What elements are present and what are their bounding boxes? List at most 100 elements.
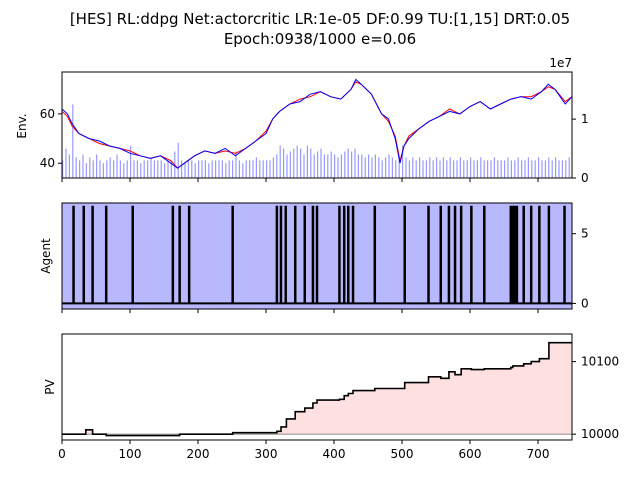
volume-bar [368,154,370,178]
x-tick-label: 600 [459,447,482,461]
volume-bar [497,160,499,178]
volume-bar [68,154,70,178]
pv-line [62,341,572,437]
volume-bar [150,157,152,178]
volume-bar [538,157,540,178]
volume-bar [306,145,308,178]
agent-x-ticks [61,309,539,313]
volume-bar [470,157,472,178]
volume-bar [286,154,288,178]
volume-bar [245,160,247,178]
volume-bar [548,157,550,178]
volume-bar [102,163,104,178]
volume-bar [255,157,257,178]
x-tick-label: 0 [58,447,66,461]
volume-bar [99,160,101,178]
volume-bar [405,157,407,178]
volume-bar [371,157,373,178]
volume-bar [432,160,434,178]
right-axis-offset-label: 1e7 [549,56,572,70]
volume-bar [381,160,383,178]
volume-bar [296,145,298,178]
volume-bar [82,154,84,178]
x-tick-label: 200 [187,447,210,461]
volume-bar [466,160,468,178]
volume-bar [436,157,438,178]
volume-bar [412,157,414,178]
chart-subtitle: Epoch:0938/1000 e=0.06 [224,30,416,48]
volume-bar [310,148,312,178]
volume-bar [215,160,217,178]
volume-bar [487,160,489,178]
volume-bar [541,160,543,178]
volume-bar [136,160,138,178]
price-lines [61,78,573,169]
chart-title: [HES] RL:ddpg Net:actorcritic LR:1e-05 D… [70,10,570,28]
volume-bar [493,157,495,178]
volume-bar [276,154,278,178]
volume-bar [187,160,189,178]
volume-bar [218,160,220,178]
volume-bar [385,157,387,178]
volume-bar [504,160,506,178]
volume-bar [194,163,196,178]
volume-bar [334,154,336,178]
volume-bar [123,163,125,178]
volume-bar [232,160,234,178]
volume-bar [357,154,359,178]
volume-bar [65,148,67,178]
volume-bar [293,148,295,178]
volume-bar [109,157,111,178]
panel-pv: 10000 10100 0 100 200 300 400 500 600 700 PV [43,333,619,461]
pv-right-y-ticks: 10000 10100 [572,355,619,441]
volume-bar [313,154,315,178]
volume-bar [514,160,516,178]
volume-bar [463,160,465,178]
volume-bar [208,163,210,178]
volume-bar [459,157,461,178]
right-y-tick-label: 0 [581,171,589,185]
volume-bar [561,160,563,178]
volume-bar [378,157,380,178]
volume-bar [228,160,230,178]
volume-bar [439,160,441,178]
volume-bar [235,151,237,178]
volume-bar [96,154,98,178]
volume-bar [483,160,485,178]
volume-bar [300,148,302,178]
env-x-ticks [61,178,539,182]
volume-bar [398,157,400,178]
volume-bar [500,160,502,178]
volume-bar [473,160,475,178]
volume-bar [140,163,142,178]
volume-bar [456,160,458,178]
volume-bar [320,148,322,178]
volume-bar [558,160,560,178]
panel-agent: 05 Agent [39,202,589,313]
volume-bar [449,157,451,178]
volume-bar [89,157,91,178]
volume-bar [130,145,132,178]
volume-bar [361,154,363,178]
volume-bar [201,160,203,178]
volume-bar [521,160,523,178]
volume-bar [177,142,179,178]
volume-bar [85,163,87,178]
volume-bar [507,157,509,178]
pv-ylabel: PV [43,378,57,394]
volume-bar [453,160,455,178]
volume-bar [419,157,421,178]
agent-ylabel: Agent [39,238,53,274]
volume-bar [170,160,172,178]
volume-bar [327,154,329,178]
volume-bar [75,157,77,178]
volume-bar [211,160,213,178]
pv-fill [62,342,572,436]
pv-x-ticks: 0 100 200 300 400 500 600 700 [58,440,549,461]
right-y-tick-label: 10000 [581,427,619,441]
x-tick-label: 100 [119,447,142,461]
right-y-tick-label: 1 [581,112,589,126]
volume-bar [527,157,529,178]
volume-bar [106,160,108,178]
agent-actions [62,205,572,305]
